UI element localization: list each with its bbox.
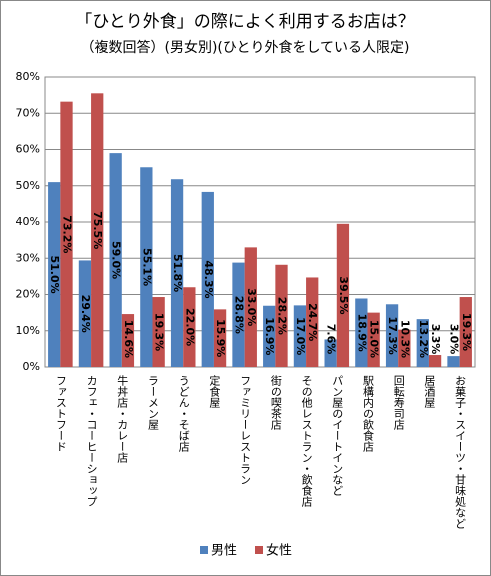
x-tick-label: 牛丼店・カレー店 [116, 374, 129, 463]
data-label: 17.0% [294, 317, 307, 355]
data-label: 19.3% [460, 313, 473, 351]
x-tick-label: ファミリーレストラン [239, 375, 252, 485]
data-label: 10.3% [398, 320, 411, 358]
legend-swatch [255, 546, 263, 554]
data-label: 18.9% [355, 314, 368, 352]
bar [293, 305, 307, 367]
data-label: 22.0% [183, 308, 196, 346]
bar [109, 153, 122, 367]
legend-label: 男性 [211, 544, 237, 559]
data-label: 14.6% [122, 320, 135, 358]
x-tick-label: ファストフード [54, 375, 67, 452]
x-tick-label: ラーメン屋 [147, 375, 160, 431]
bar [48, 182, 61, 367]
bar [60, 101, 73, 368]
bar [201, 191, 214, 367]
x-tick-label: 街の喫茶店 [269, 374, 282, 430]
data-label: 16.9% [263, 317, 276, 355]
y-tick-label: 60% [16, 143, 40, 156]
chart-title: 「ひとり外食」の際によく利用するお店は？ [75, 12, 415, 32]
bar [306, 277, 319, 367]
bar [213, 309, 227, 367]
data-label: 24.7% [306, 303, 319, 341]
bar [367, 312, 380, 367]
bar [336, 223, 350, 367]
data-label: 28.2% [276, 297, 289, 335]
bar [183, 287, 196, 367]
bar [263, 305, 276, 367]
legend-swatch [200, 546, 208, 554]
x-tick-label: パン屋のイートインなど [331, 375, 344, 496]
bar [447, 356, 460, 367]
data-label: 51.8% [171, 254, 184, 292]
bar [170, 179, 184, 367]
bar [152, 297, 165, 367]
y-tick-label: 0% [23, 360, 40, 373]
bar [140, 167, 153, 367]
data-label: 75.5% [91, 211, 104, 249]
data-label: 15.9% [214, 319, 227, 357]
data-label: 19.3% [153, 313, 166, 351]
x-tick-label: お菓子・スイーツ・甘味処など [454, 375, 467, 529]
chart-subtitle: （複数回答）(男女別)(ひとり外食をしている人限定) [80, 39, 409, 56]
data-label: 7.6% [325, 324, 338, 355]
bar [78, 260, 92, 367]
x-tick-label: 駅構内の飲食店 [362, 375, 375, 452]
data-label: 51.0% [48, 255, 61, 293]
bar [416, 319, 429, 367]
y-tick-label: 50% [16, 179, 40, 192]
bar [244, 247, 257, 367]
bar [232, 262, 245, 367]
bar [275, 264, 288, 367]
data-label: 17.3% [386, 317, 399, 355]
y-tick-label: 30% [16, 251, 40, 264]
x-tick-label: その他レストラン・飲食店 [300, 375, 313, 507]
bar [355, 298, 368, 367]
bar [428, 355, 442, 367]
data-label: 39.5% [337, 276, 350, 314]
bar [398, 329, 411, 367]
bar [91, 93, 104, 367]
data-label: 55.1% [140, 248, 153, 286]
bar [459, 297, 472, 367]
y-tick-label: 70% [16, 106, 40, 119]
data-label: 48.3% [202, 260, 215, 298]
y-tick-label: 10% [16, 324, 40, 337]
data-label: 59.0% [110, 241, 123, 279]
x-tick-label: 定食屋 [208, 374, 221, 409]
bar [121, 314, 135, 367]
bar [385, 304, 399, 367]
y-tick-label: 20% [16, 288, 40, 301]
data-label: 3.3% [429, 324, 442, 355]
data-label: 3.0% [448, 324, 461, 355]
y-tick-label: 80% [16, 70, 40, 83]
legend-label: 女性 [266, 543, 292, 559]
data-label: 73.2% [61, 215, 74, 253]
y-tick-label: 40% [16, 215, 40, 228]
x-tick-label: カフェ・コーヒーショップ [85, 375, 98, 507]
data-label: 29.4% [79, 295, 92, 333]
data-label: 13.2% [417, 320, 430, 358]
bar [324, 339, 337, 367]
x-tick-label: 回転寿司店 [392, 375, 405, 430]
data-label: 15.0% [368, 320, 381, 358]
data-label: 33.0% [245, 288, 258, 326]
x-tick-label: 居酒屋 [423, 375, 436, 409]
data-label: 28.8% [233, 296, 246, 334]
x-tick-label: うどん・そば店 [177, 375, 190, 452]
